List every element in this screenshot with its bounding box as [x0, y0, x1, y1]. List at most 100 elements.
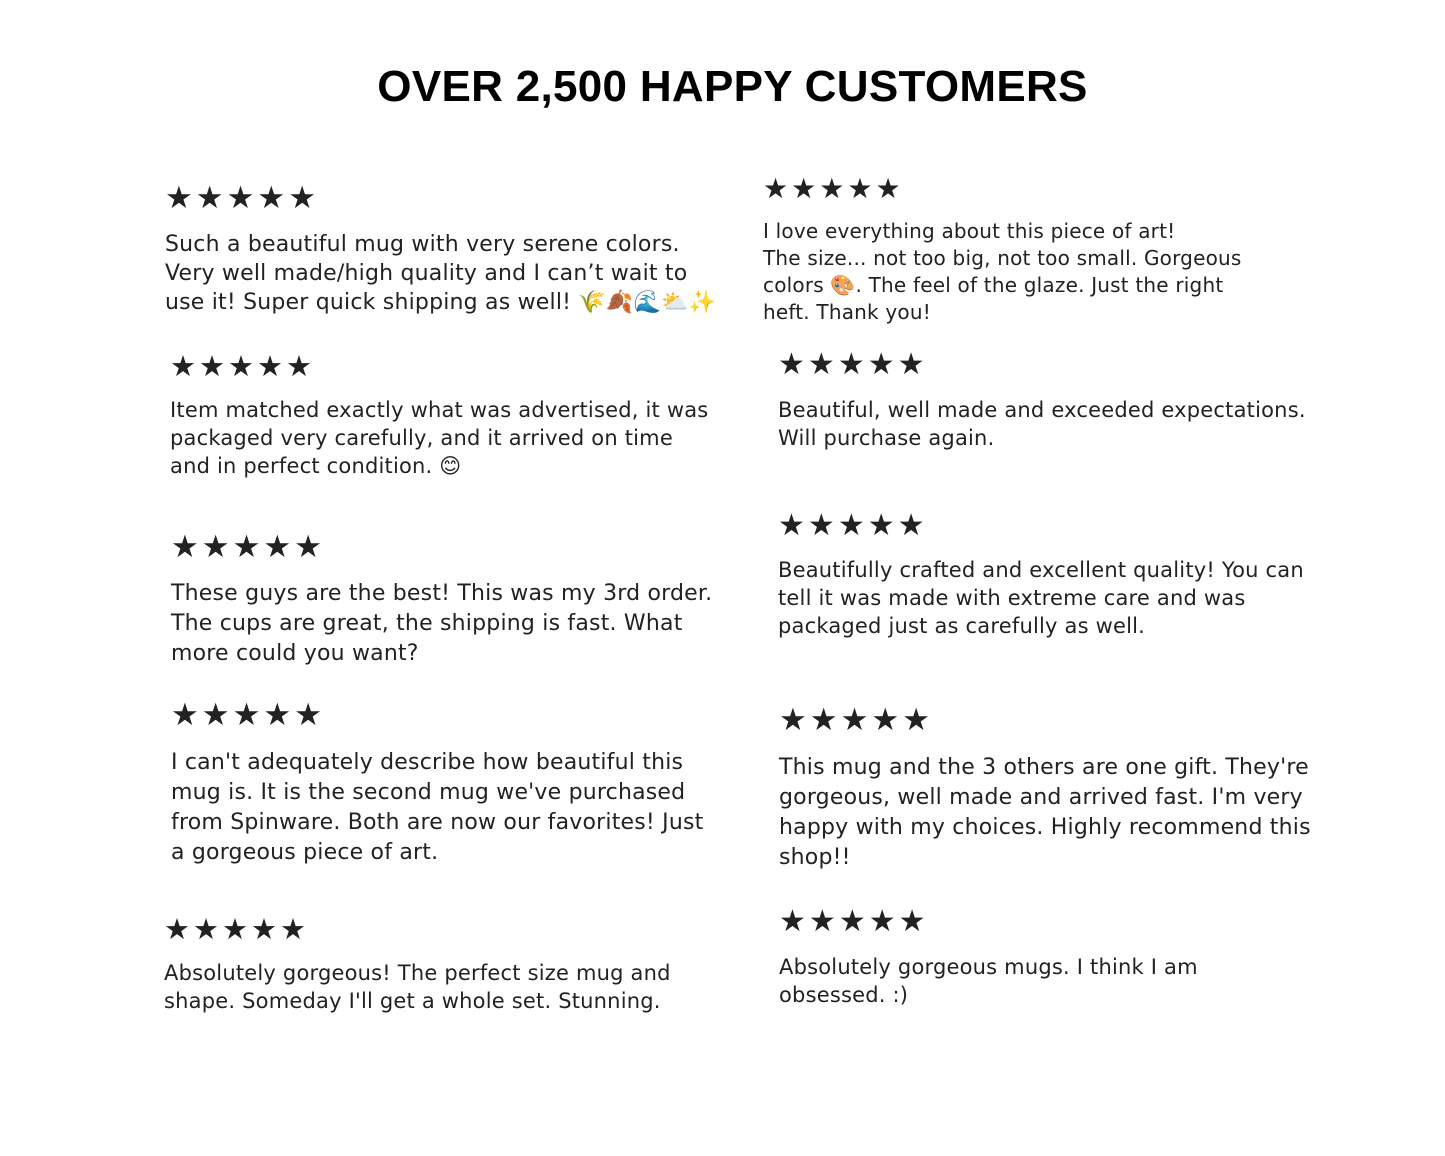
star-icon: ★: [257, 349, 283, 383]
star-icon: ★: [251, 912, 277, 946]
review-text-line: The size... not too big, not too small. …: [763, 246, 1242, 270]
review-text-line: Beautiful, well made and exceeded expect…: [778, 398, 1306, 422]
star-rating: ★ ★ ★ ★ ★: [164, 915, 306, 944]
review-text-line: Very well made/high quality and I can’t …: [165, 261, 688, 286]
review-text: Beautifully crafted and excellent qualit…: [778, 556, 1304, 640]
star-icon: ★: [867, 508, 895, 543]
review-text-line: Absolutely gorgeous! The perfect size mu…: [164, 961, 671, 985]
star-rating: ★ ★ ★ ★ ★: [171, 532, 322, 563]
review-item: ★ ★ ★ ★ ★ These guys are the best! This was m…: [171, 532, 712, 667]
review-text-line: Absolutely gorgeous mugs. I think I am: [779, 955, 1198, 979]
review-text: I love everything about this piece of ar…: [763, 218, 1242, 326]
review-text-line: Will purchase again.: [778, 426, 995, 450]
review-text-line: from Spinware. Both are now our favorite…: [171, 810, 704, 835]
star-icon: ★: [902, 702, 930, 738]
star-icon: ★: [898, 904, 926, 939]
review-item: ★ ★ ★ ★ ★ Beautiful, well made and exceeded e…: [778, 350, 1306, 451]
review-item: ★ ★ ★ ★ ★ Beautifully crafted and excellent q…: [778, 511, 1304, 639]
star-icon: ★: [171, 529, 199, 565]
star-rating: ★ ★ ★ ★ ★: [779, 705, 930, 736]
review-text-line: shape. Someday I'll get a whole set. Stu…: [164, 989, 661, 1013]
star-icon: ★: [779, 702, 807, 738]
review-text-line: packaged just as carefully as well.: [778, 614, 1146, 638]
star-icon: ★: [808, 904, 836, 939]
star-icon: ★: [263, 529, 292, 565]
review-text-line: Item matched exactly what was advertised…: [170, 398, 709, 422]
star-icon: ★: [195, 180, 224, 216]
review-text-line: I can't adequately describe how beautifu…: [171, 750, 684, 775]
star-icon: ★: [897, 508, 925, 543]
review-item: ★ ★ ★ ★ ★ Item matched exactly what was adver…: [170, 352, 708, 479]
star-icon: ★: [193, 912, 219, 946]
star-icon: ★: [871, 702, 900, 738]
review-text-line: mug is. It is the second mug we've purch…: [171, 780, 686, 805]
star-icon: ★: [294, 529, 322, 565]
review-text: Absolutely gorgeous mugs. I think I am ob…: [779, 953, 1198, 1009]
review-text-line: and in perfect condition. 😊: [170, 454, 462, 478]
review-text: Such a beautiful mug with very serene co…: [165, 230, 716, 317]
review-text-line: Beautifully crafted and excellent qualit…: [778, 558, 1304, 582]
star-icon: ★: [165, 180, 193, 216]
star-icon: ★: [201, 697, 230, 733]
star-rating: ★ ★ ★ ★ ★: [171, 700, 322, 731]
star-icon: ★: [897, 347, 925, 382]
star-icon: ★: [201, 529, 230, 565]
star-rating: ★ ★ ★ ★ ★: [778, 511, 925, 541]
star-icon: ★: [263, 697, 292, 733]
review-item: ★ ★ ★ ★ ★ I can't adequately describe how bea…: [171, 700, 703, 866]
star-rating: ★ ★ ★ ★ ★: [778, 350, 925, 380]
star-icon: ★: [199, 349, 225, 383]
review-item: ★ ★ ★ ★ ★ Absolutely gorgeous mugs. I think I…: [779, 907, 1198, 1008]
star-icon: ★: [280, 912, 306, 946]
review-text-line: Such a beautiful mug with very serene co…: [165, 232, 680, 257]
star-rating: ★ ★ ★ ★ ★: [165, 183, 316, 214]
star-icon: ★: [809, 702, 838, 738]
star-icon: ★: [763, 172, 789, 205]
star-icon: ★: [837, 508, 865, 543]
review-text-line: use it! Super quick shipping as well! 🌾🍂…: [165, 290, 717, 315]
review-text-line: heft. Thank you!: [763, 300, 931, 324]
star-icon: ★: [778, 347, 805, 382]
star-icon: ★: [164, 912, 190, 946]
star-icon: ★: [807, 508, 835, 543]
page-title: OVER 2,500 HAPPY CUSTOMERS: [377, 62, 1088, 111]
star-icon: ★: [171, 697, 199, 733]
star-icon: ★: [838, 904, 866, 939]
star-icon: ★: [837, 347, 865, 382]
review-text: Item matched exactly what was advertised…: [170, 396, 708, 480]
review-text-line: a gorgeous piece of art.: [171, 840, 439, 865]
star-icon: ★: [294, 697, 322, 733]
review-text-line: This mug and the 3 others are one gift. …: [779, 755, 1309, 780]
review-text-line: obsessed. :): [779, 983, 909, 1007]
star-rating: ★ ★ ★ ★ ★: [170, 352, 312, 381]
star-icon: ★: [288, 180, 316, 216]
star-icon: ★: [875, 172, 901, 205]
review-item: ★ ★ ★ ★ ★ This mug and the 3 others are one g…: [779, 705, 1311, 871]
star-icon: ★: [819, 172, 845, 205]
star-icon: ★: [228, 349, 254, 383]
star-icon: ★: [222, 912, 248, 946]
star-icon: ★: [807, 347, 835, 382]
review-text-line: packaged very carefully, and it arrived …: [170, 426, 673, 450]
star-icon: ★: [778, 508, 805, 543]
review-text-line: The cups are great, the shipping is fast…: [171, 611, 683, 636]
star-icon: ★: [847, 172, 873, 205]
star-icon: ★: [257, 180, 286, 216]
star-icon: ★: [232, 697, 261, 733]
star-rating: ★ ★ ★ ★ ★: [763, 175, 901, 203]
star-icon: ★: [286, 349, 312, 383]
review-item: ★ ★ ★ ★ ★ I love everything about this piece …: [763, 175, 1241, 325]
review-text-line: These guys are the best! This was my 3rd…: [171, 581, 713, 606]
review-item: ★ ★ ★ ★ ★ Such a beautiful mug with very sere…: [165, 183, 716, 316]
review-text-line: colors 🎨. The feel of the glaze. Just th…: [763, 273, 1224, 297]
star-icon: ★: [779, 904, 806, 939]
star-icon: ★: [232, 529, 261, 565]
review-text: Beautiful, well made and exceeded expect…: [778, 396, 1306, 452]
star-icon: ★: [840, 702, 869, 738]
star-rating: ★ ★ ★ ★ ★: [779, 907, 926, 937]
review-text-line: shop!!: [779, 845, 851, 870]
review-text-line: I love everything about this piece of ar…: [763, 219, 1176, 243]
review-text: Absolutely gorgeous! The perfect size mu…: [164, 959, 671, 1015]
review-text-line: gorgeous, well made and arrived fast. I'…: [779, 785, 1303, 810]
review-item: ★ ★ ★ ★ ★ Absolutely gorgeous! The perfect si…: [164, 915, 670, 1014]
